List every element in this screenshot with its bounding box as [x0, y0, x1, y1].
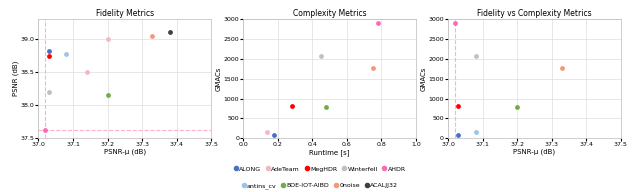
- Point: [373, 22, 383, 25]
- Point: [61, 52, 71, 55]
- Point: [147, 34, 157, 37]
- Point: [453, 133, 463, 136]
- Point: [470, 54, 481, 57]
- Point: [102, 37, 113, 41]
- Point: [557, 66, 567, 70]
- X-axis label: PSNR-μ (dB): PSNR-μ (dB): [513, 149, 556, 155]
- Point: [269, 133, 280, 136]
- Point: [453, 105, 463, 108]
- Title: Complexity Metrics: Complexity Metrics: [292, 9, 367, 18]
- Point: [450, 22, 460, 25]
- Legend: antins_cv, BOE-IOT-AIBD, 0noise, ACALJJ32: antins_cv, BOE-IOT-AIBD, 0noise, ACALJJ3…: [242, 183, 398, 189]
- Y-axis label: GMACs: GMACs: [421, 67, 427, 91]
- Legend: ALONG, AdeTeam, MegHDR, Winterfell, AHDR: ALONG, AdeTeam, MegHDR, Winterfell, AHDR: [234, 166, 406, 172]
- Point: [321, 106, 332, 109]
- Y-axis label: PSNR (dB): PSNR (dB): [12, 61, 19, 96]
- Point: [262, 131, 273, 134]
- Point: [164, 31, 175, 34]
- Y-axis label: GMACs: GMACs: [216, 67, 222, 91]
- Point: [102, 94, 113, 97]
- Point: [44, 49, 54, 52]
- Point: [287, 105, 297, 108]
- Point: [40, 128, 51, 131]
- X-axis label: PSNR-μ (dB): PSNR-μ (dB): [104, 149, 146, 155]
- Point: [44, 90, 54, 94]
- Point: [470, 131, 481, 134]
- Title: Fidelity vs Complexity Metrics: Fidelity vs Complexity Metrics: [477, 9, 592, 18]
- Point: [367, 66, 378, 70]
- Point: [512, 106, 522, 109]
- Point: [44, 54, 54, 57]
- X-axis label: Runtime [s]: Runtime [s]: [309, 149, 350, 156]
- Point: [316, 54, 326, 57]
- Point: [82, 71, 92, 74]
- Title: Fidelity Metrics: Fidelity Metrics: [96, 9, 154, 18]
